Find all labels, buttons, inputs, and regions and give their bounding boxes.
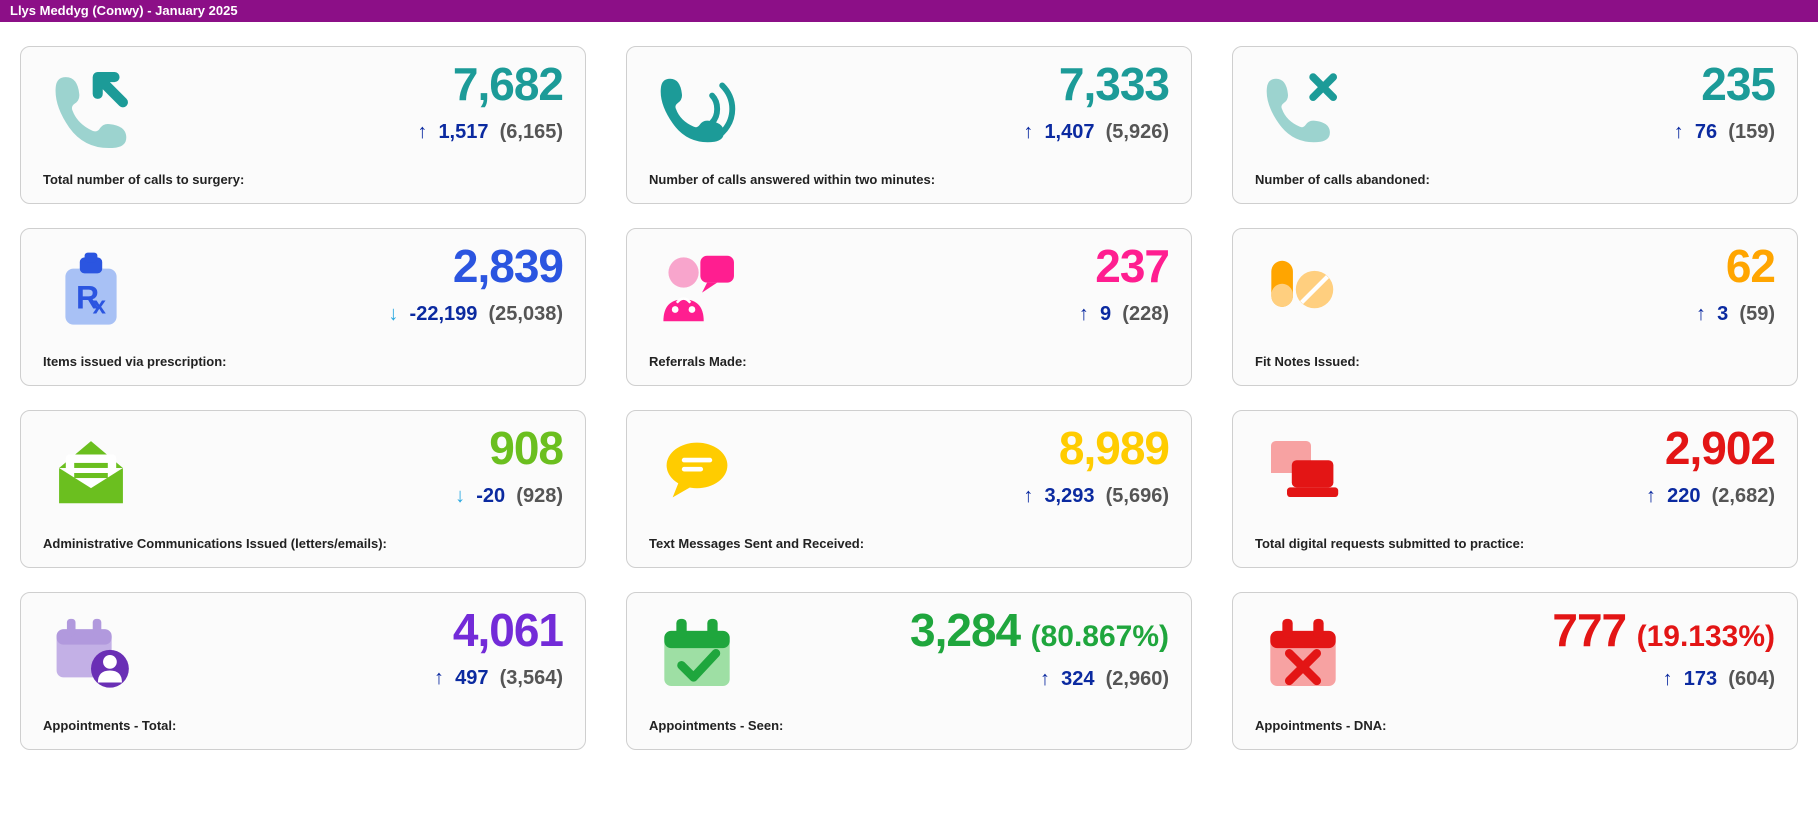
metric-value: 777: [1552, 604, 1626, 656]
metric-card-calls-answered: 7,333 ↑ 1,407 (5,926) Number of calls an…: [626, 46, 1192, 204]
metric-prev: (3,564): [500, 667, 563, 689]
metric-prev: (928): [516, 485, 563, 507]
metric-label: Total number of calls to surgery:: [43, 160, 563, 187]
metric-label: Fit Notes Issued:: [1255, 342, 1775, 369]
metric-label: Appointments - DNA:: [1255, 706, 1775, 733]
metric-card-calls-abandoned: 235 ↑ 76 (159) Number of calls abandoned…: [1232, 46, 1798, 204]
metric-card-calls-total: 7,682 ↑ 1,517 (6,165) Total number of ca…: [20, 46, 586, 204]
metric-value: 2,839: [453, 240, 563, 292]
metric-prev: (2,960): [1106, 668, 1169, 690]
metric-prev: (604): [1728, 668, 1775, 690]
trend-arrow-icon: ↑: [1674, 121, 1684, 143]
metric-label: Text Messages Sent and Received:: [649, 524, 1169, 551]
phone-in-icon: [43, 61, 139, 157]
metric-label: Number of calls answered within two minu…: [649, 160, 1169, 187]
metric-delta: ↑ 3,293 (5,696): [745, 485, 1169, 508]
metric-pct: (80.867%): [1031, 620, 1169, 653]
calendar-person-icon: [43, 607, 139, 703]
phone-wave-icon: [649, 61, 745, 157]
trend-arrow-icon: ↓: [388, 303, 398, 325]
metric-label: Appointments - Total:: [43, 706, 563, 733]
metric-delta: ↑ 220 (2,682): [1351, 485, 1775, 508]
trend-arrow-icon: ↑: [434, 667, 444, 689]
rx-icon: Rx: [43, 243, 139, 339]
calendar-x-icon: [1255, 607, 1351, 703]
metric-prev: (6,165): [500, 121, 563, 143]
metric-label: Total digital requests submitted to prac…: [1255, 524, 1775, 551]
trend-arrow-icon: ↑: [1023, 485, 1033, 507]
metric-delta: ↑ 497 (3,564): [139, 667, 563, 690]
metric-prev: (5,926): [1106, 121, 1169, 143]
page-title-bar: Llys Meddyg (Conwy) - January 2025: [0, 0, 1818, 22]
metric-value: 7,333: [1059, 58, 1169, 110]
metric-prev: (25,038): [489, 303, 564, 325]
metric-card-digital-requests: 2,902 ↑ 220 (2,682) Total digital reques…: [1232, 410, 1798, 568]
metric-label: Number of calls abandoned:: [1255, 160, 1775, 187]
metric-label: Appointments - Seen:: [649, 706, 1169, 733]
metric-card-appts-dna: 777 (19.133%) ↑ 173 (604) Appointments -…: [1232, 592, 1798, 750]
metric-label: Referrals Made:: [649, 342, 1169, 369]
metric-delta: ↑ 3 (59): [1351, 303, 1775, 326]
metric-card-admin-comms: 908 ↓ -20 (928) Administrative Communica…: [20, 410, 586, 568]
metric-value: 7,682: [453, 58, 563, 110]
metric-delta: ↑ 324 (2,960): [745, 668, 1169, 691]
trend-arrow-icon: ↑: [1040, 668, 1050, 690]
metric-delta: ↑ 1,407 (5,926): [745, 121, 1169, 144]
chat-icon: [649, 425, 745, 521]
metric-value: 8,989: [1059, 422, 1169, 474]
metric-delta: ↓ -20 (928): [139, 485, 563, 508]
laptop-icon: [1255, 425, 1351, 521]
metric-delta: ↑ 76 (159): [1351, 121, 1775, 144]
metric-delta: ↑ 9 (228): [745, 303, 1169, 326]
metric-value: 62: [1726, 240, 1775, 292]
metric-value: 908: [489, 422, 563, 474]
referral-icon: [649, 243, 745, 339]
metric-value: 3,284: [910, 604, 1020, 656]
metric-value: 235: [1701, 58, 1775, 110]
trend-arrow-icon: ↑: [1663, 668, 1673, 690]
metric-value: 4,061: [453, 604, 563, 656]
metric-prev: (159): [1728, 121, 1775, 143]
metric-value: 2,902: [1665, 422, 1775, 474]
trend-arrow-icon: ↓: [455, 485, 465, 507]
metric-label: Administrative Communications Issued (le…: [43, 524, 563, 551]
trend-arrow-icon: ↑: [1696, 303, 1706, 325]
trend-arrow-icon: ↑: [417, 121, 427, 143]
trend-arrow-icon: ↑: [1023, 121, 1033, 143]
calendar-check-icon: [649, 607, 745, 703]
metric-prev: (2,682): [1712, 485, 1775, 507]
metric-prev: (59): [1739, 303, 1775, 325]
metric-card-text-messages: 8,989 ↑ 3,293 (5,696) Text Messages Sent…: [626, 410, 1192, 568]
phone-x-icon: [1255, 61, 1351, 157]
metric-prev: (228): [1122, 303, 1169, 325]
metric-label: Items issued via prescription:: [43, 342, 563, 369]
metric-delta: ↑ 173 (604): [1351, 668, 1775, 691]
pills-icon: [1255, 243, 1351, 339]
metric-card-referrals: 237 ↑ 9 (228) Referrals Made:: [626, 228, 1192, 386]
envelope-icon: [43, 425, 139, 521]
dashboard-grid: 7,682 ↑ 1,517 (6,165) Total number of ca…: [0, 22, 1818, 774]
trend-arrow-icon: ↑: [1079, 303, 1089, 325]
metric-card-appts-total: 4,061 ↑ 497 (3,564) Appointments - Total…: [20, 592, 586, 750]
metric-card-prescriptions: Rx 2,839 ↓ -22,199 (25,038) Items issued…: [20, 228, 586, 386]
page-title: Llys Meddyg (Conwy) - January 2025: [10, 3, 238, 18]
metric-delta: ↓ -22,199 (25,038): [139, 303, 563, 326]
metric-delta: ↑ 1,517 (6,165): [139, 121, 563, 144]
trend-arrow-icon: ↑: [1646, 485, 1656, 507]
metric-pct: (19.133%): [1637, 620, 1775, 653]
metric-card-appts-seen: 3,284 (80.867%) ↑ 324 (2,960) Appointmen…: [626, 592, 1192, 750]
metric-card-fit-notes: 62 ↑ 3 (59) Fit Notes Issued:: [1232, 228, 1798, 386]
metric-prev: (5,696): [1106, 485, 1169, 507]
metric-value: 237: [1095, 240, 1169, 292]
